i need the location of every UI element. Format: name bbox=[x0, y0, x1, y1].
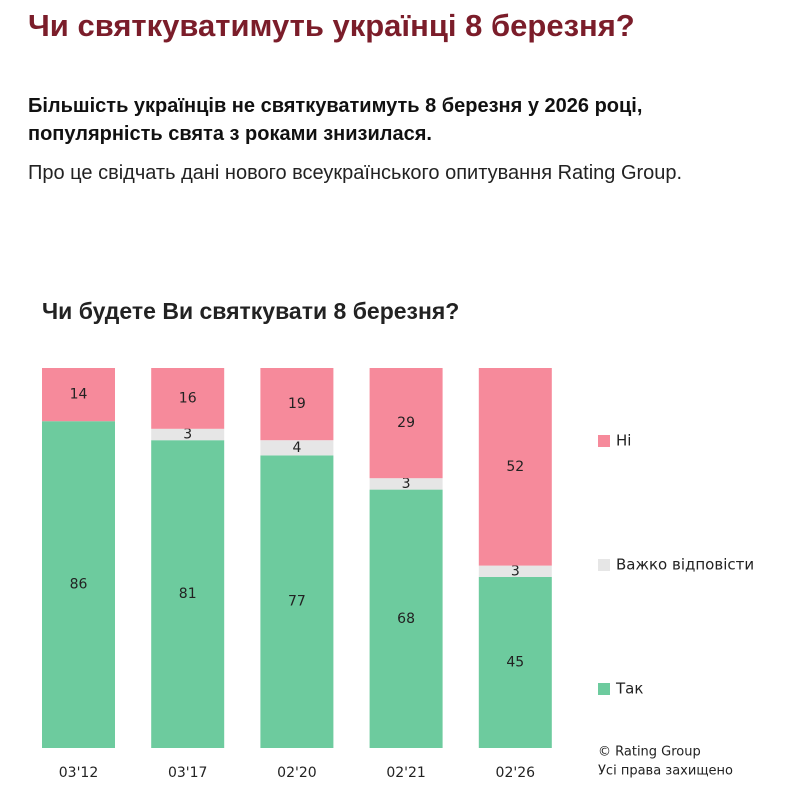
lead-text: Більшість українців не святкуватимуть 8 … bbox=[28, 95, 643, 145]
bar-segment bbox=[369, 478, 443, 490]
legend-label: Важко відповісти bbox=[616, 556, 754, 574]
bar-segment bbox=[42, 421, 115, 748]
bar-segment bbox=[151, 440, 225, 748]
x-tick-label: 03'17 bbox=[168, 765, 207, 781]
data-label: 4 bbox=[292, 440, 301, 456]
legend-swatch bbox=[598, 435, 610, 447]
data-label: 45 bbox=[506, 655, 524, 671]
data-label: 29 bbox=[397, 415, 415, 431]
bar-segment bbox=[369, 489, 443, 748]
data-label: 19 bbox=[288, 396, 306, 412]
x-tick-label: 02'20 bbox=[277, 765, 316, 781]
credit: Усі права захищено bbox=[598, 764, 733, 779]
bar-segment bbox=[260, 455, 334, 748]
bar-segment bbox=[260, 440, 334, 456]
bar-segment bbox=[478, 565, 552, 577]
legend-label: Ні bbox=[616, 432, 631, 450]
legend-swatch bbox=[598, 683, 610, 695]
data-label: 81 bbox=[179, 586, 197, 602]
data-label: 3 bbox=[511, 563, 520, 579]
data-label: 16 bbox=[179, 390, 197, 406]
data-label: 14 bbox=[70, 387, 88, 403]
bar-segment bbox=[151, 428, 225, 441]
bar-segment bbox=[478, 368, 552, 566]
legend-swatch bbox=[598, 559, 610, 571]
data-label: 3 bbox=[402, 476, 411, 492]
bar-segment bbox=[478, 577, 552, 748]
body-text: Про це свідчать дані нового всеукраїнськ… bbox=[28, 162, 683, 184]
bar-segment bbox=[151, 368, 225, 429]
data-label: 77 bbox=[288, 594, 306, 610]
chart-title: Чи будете Ви святкувати 8 березня? bbox=[42, 298, 459, 324]
page-title: Чи святкуватимуть українці 8 березня? bbox=[28, 8, 635, 43]
data-label: 52 bbox=[506, 459, 524, 475]
bar-segment bbox=[260, 368, 334, 441]
x-tick-label: 02'21 bbox=[386, 765, 425, 781]
x-tick-label: 02'26 bbox=[496, 765, 536, 781]
data-label: 86 bbox=[70, 577, 88, 593]
data-label: 68 bbox=[397, 611, 415, 627]
bar-segment bbox=[369, 368, 443, 479]
data-label: 3 bbox=[183, 427, 192, 443]
legend-label: Так bbox=[615, 680, 643, 698]
credit: © Rating Group bbox=[598, 745, 701, 760]
bar-segment bbox=[42, 368, 115, 422]
x-tick-label: 03'12 bbox=[59, 765, 98, 781]
